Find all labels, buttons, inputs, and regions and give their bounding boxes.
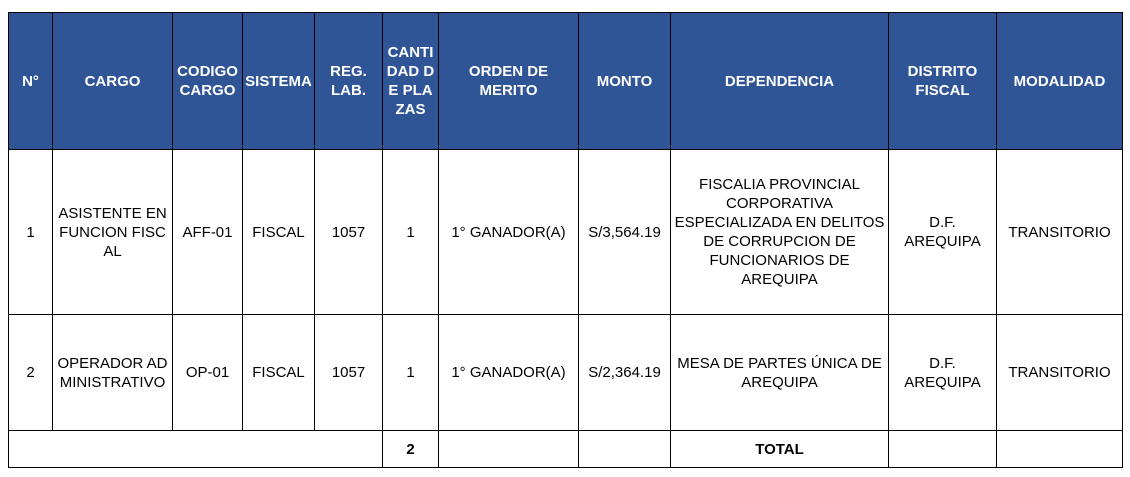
cell: FISCALIA PROVINCIAL CORPORATIVA ESPECIAL… (670, 149, 889, 315)
empty-cell (996, 430, 1123, 468)
cell: 1° GANADOR(A) (438, 314, 579, 431)
cell: D.F. AREQUIPA (888, 314, 997, 431)
cell: 1057 (314, 149, 383, 315)
cell: 1 (382, 314, 439, 431)
header-cell: CODIGO CARGO (172, 12, 243, 150)
cell: 2 (8, 314, 53, 431)
data-row: 1 ASISTENTE EN FUNCION FISCAL AFF-01 FISCAL… (8, 149, 1123, 315)
cell: TRANSITORIO (996, 149, 1123, 315)
cell: S/3,564.19 (578, 149, 671, 315)
cell: TRANSITORIO (996, 314, 1123, 431)
header-cell: CARGO (52, 12, 173, 150)
cell: 1057 (314, 314, 383, 431)
header-cell: MONTO (578, 12, 671, 150)
cell: AFF-01 (172, 149, 243, 315)
data-row: 2 OPERADOR ADMINISTRATIVO OP-01 FISCAL 1057 1… (8, 314, 1123, 431)
cell: OPERADOR ADMINISTRATIVO (52, 314, 173, 431)
header-cell: ORDEN DE MERITO (438, 12, 579, 150)
cell: 1 (382, 149, 439, 315)
cell: ASISTENTE EN FUNCION FISCAL (52, 149, 173, 315)
cell: OP-01 (172, 314, 243, 431)
total-quantity: 2 (382, 430, 439, 468)
header-cell: DISTRITO FISCAL (888, 12, 997, 150)
total-row: 2 TOTAL (8, 430, 1123, 468)
cell: 1 (8, 149, 53, 315)
cell: D.F. AREQUIPA (888, 149, 997, 315)
results-table: N° CARGO CODIGO CARGO SISTEMA REG. LAB. CANTI… (8, 12, 1123, 468)
empty-cell (8, 430, 383, 468)
empty-cell (438, 430, 579, 468)
cell: S/2,364.19 (578, 314, 671, 431)
header-cell: N° (8, 12, 53, 150)
cell: FISCAL (242, 314, 315, 431)
cell: FISCAL (242, 149, 315, 315)
header-cell: SISTEMA (242, 12, 315, 150)
header-row: N° CARGO CODIGO CARGO SISTEMA REG. LAB. CANTI… (8, 12, 1123, 150)
empty-cell (888, 430, 997, 468)
table-body: 1 ASISTENTE EN FUNCION FISCAL AFF-01 FISCAL… (8, 149, 1123, 468)
cell: MESA DE PARTES ÚNICA DE AREQUIPA (670, 314, 889, 431)
cell: 1° GANADOR(A) (438, 149, 579, 315)
header-cell: REG. LAB. (314, 12, 383, 150)
total-label: TOTAL (670, 430, 889, 468)
header-cell: MODALIDAD (996, 12, 1123, 150)
header-cell: CANTIDAD DE PLAZAS (382, 12, 439, 150)
empty-cell (578, 430, 671, 468)
header-cell: DEPENDENCIA (670, 12, 889, 150)
